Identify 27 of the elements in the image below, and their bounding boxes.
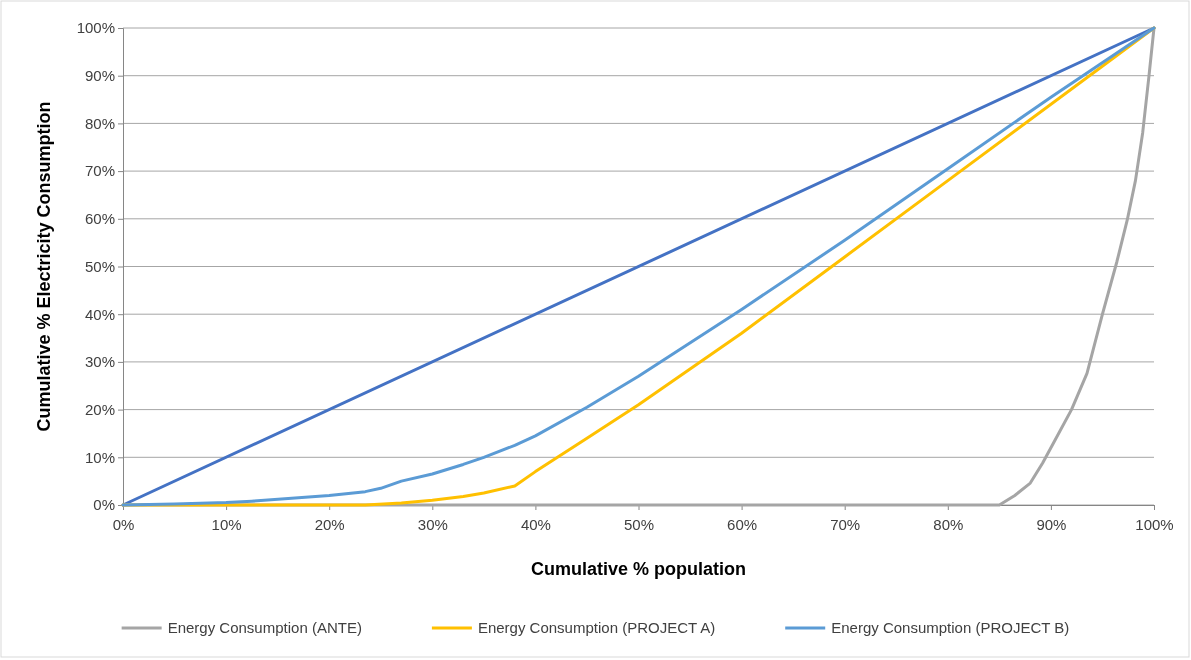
x-tick-label: 20% bbox=[314, 515, 345, 533]
y-tick-label: 60% bbox=[84, 210, 115, 228]
y-tick-label: 70% bbox=[84, 162, 115, 180]
y-tick-label: 90% bbox=[84, 67, 115, 84]
y-tick-label: 20% bbox=[84, 400, 115, 418]
x-tick-label: 50% bbox=[623, 515, 655, 533]
y-tick-label: 100% bbox=[76, 19, 115, 37]
x-tick-label: 10% bbox=[211, 515, 242, 533]
y-tick-label: 0% bbox=[93, 496, 115, 514]
legend-label: Energy Consumption (PROJECT B) bbox=[831, 619, 1070, 636]
x-tick-label: 70% bbox=[830, 515, 861, 533]
y-axis-title: Cumulative % Electricity Consumption bbox=[34, 101, 54, 432]
x-tick-label: 40% bbox=[520, 515, 551, 533]
x-tick-label: 0% bbox=[112, 515, 135, 533]
y-tick-label: 80% bbox=[84, 114, 115, 132]
x-tick-label: 80% bbox=[933, 515, 964, 533]
legend-label: Energy Consumption (PROJECT A) bbox=[477, 619, 716, 636]
x-tick-label: 100% bbox=[1135, 515, 1174, 533]
x-axis-title: Cumulative % population bbox=[530, 559, 747, 579]
x-tick-label: 30% bbox=[417, 515, 448, 533]
legend-label: Energy Consumption (ANTE) bbox=[167, 619, 362, 636]
y-tick-label: 50% bbox=[84, 257, 115, 275]
y-tick-label: 30% bbox=[84, 353, 115, 371]
x-tick-label: 90% bbox=[1036, 515, 1067, 533]
y-tick-label: 40% bbox=[84, 305, 115, 323]
y-tick-label: 10% bbox=[84, 448, 115, 466]
x-tick-label: 60% bbox=[727, 515, 758, 533]
